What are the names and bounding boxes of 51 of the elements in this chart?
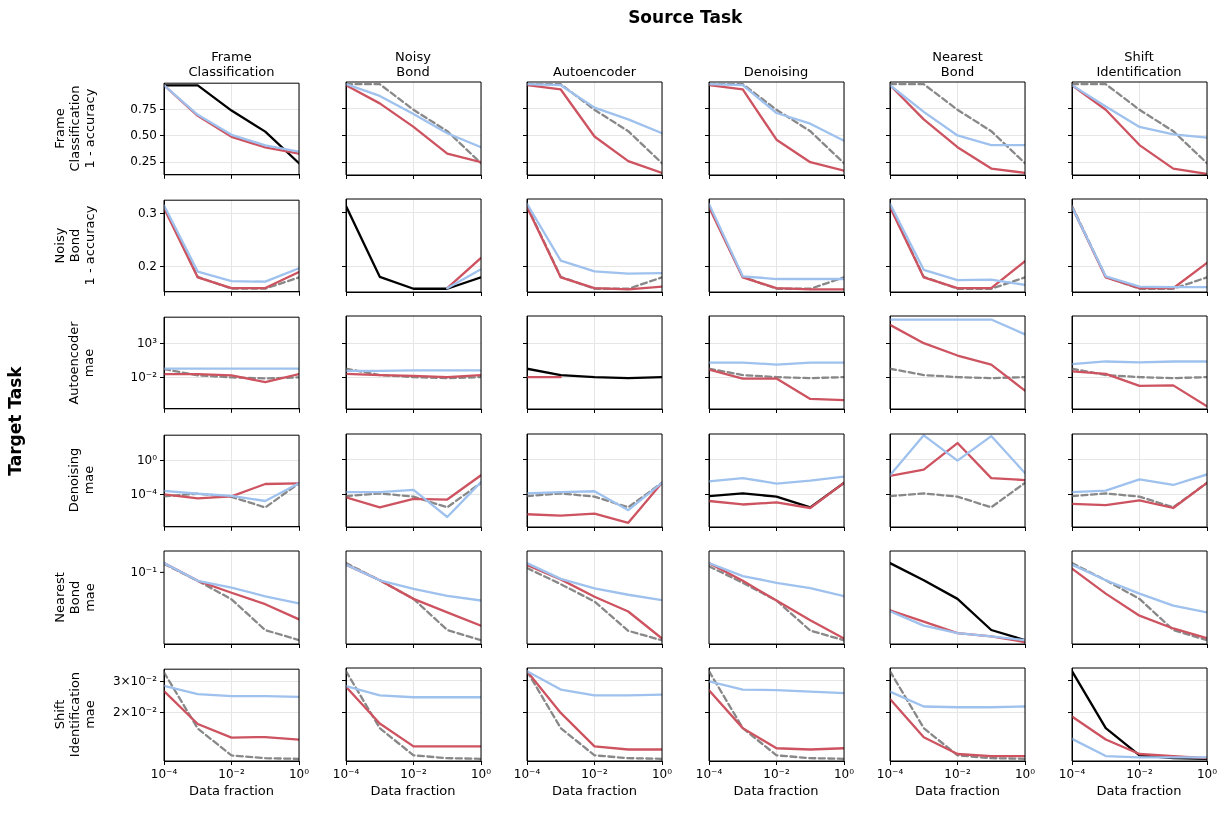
y-axis-title: Denoising mae [66,446,96,515]
x-tick-label: 10⁻⁴ [513,767,541,782]
y-tick-label: 10⁰ [136,452,158,467]
y-axis-title: Shift Identification mae [51,670,96,760]
y-tick-label: 3×10⁻² [112,673,158,688]
text: Target Task [5,364,25,478]
y-tick-label: 0.2 [137,259,157,274]
y-tick-label: 0.75 [130,101,157,116]
x-tick-label: 10⁻² [1125,767,1153,782]
x-tick-label: 10⁻⁴ [150,767,178,782]
y-axis-title: Nearest Bond mae [51,571,96,625]
x-tick-label: 10⁰ [833,767,854,782]
y-tick-label: 0.3 [137,205,157,220]
chart-title: Frame Classification [187,49,276,79]
x-tick-label: 10⁻² [581,767,608,782]
x-tick-label: 10⁻² [218,767,245,782]
x-tick-label: 10⁰ [1014,767,1036,782]
chart-title: Noisy Bond [394,49,432,79]
x-axis-title: Data fraction [1095,783,1183,798]
y-tick-label: 2×10⁻² [112,704,158,719]
x-axis-title: Data fraction [550,783,639,798]
chart-title: Shift Identification [1095,49,1183,79]
x-tick-label: 10⁻⁴ [1058,767,1085,782]
x-tick-label: 10⁻² [399,767,427,782]
x-tick-label: 10⁻⁴ [876,767,904,782]
x-tick-label: 10⁰ [288,767,310,782]
chart-title: Nearest Bond [931,49,984,79]
y-tick-label: 0.50 [130,127,157,142]
x-axis-title: Data fraction [732,783,820,798]
x-tick-label: 10⁻⁴ [695,767,722,782]
y-axis-title: Noisy Bond 1 - accuracy [51,204,96,288]
y-axis-title: Autoencoder mae [66,320,96,407]
x-tick-label: 10⁰ [470,767,491,782]
x-tick-label: 10⁻⁴ [332,767,359,782]
y-tick-label: 10⁻² [130,369,158,384]
y-tick-label: 10³ [136,336,158,351]
text: 10⁻¹ [130,564,158,579]
x-tick-label: 10⁻² [762,767,790,782]
line-series [164,368,299,380]
x-axis-title: Data fraction [187,783,276,798]
chart-title: Denoising [742,64,810,79]
y-axis-title: Frame Classification 1 - accuracy [51,84,96,174]
x-tick-label: 10⁰ [651,767,673,782]
y-tick-label: 10⁻⁴ [130,486,158,501]
x-tick-label: 10⁰ [1196,767,1217,782]
source-note: Source Task [627,7,744,27]
y-tick-label: 0.25 [130,154,157,169]
x-tick-label: 10⁻² [944,767,971,782]
chart-title: Autoencoder [551,64,638,79]
x-axis-title: Data fraction [369,783,457,798]
x-axis-title: Data fraction [913,783,1002,798]
